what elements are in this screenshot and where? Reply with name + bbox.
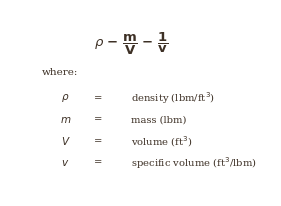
Text: $\rho\ \mathbf{-}\ \dfrac{\mathbf{m}}{\mathbf{V}}\ \mathbf{-}\ \dfrac{\mathbf{1}: $\rho\ \mathbf{-}\ \dfrac{\mathbf{m}}{\m…	[94, 31, 168, 57]
Text: =: =	[94, 93, 103, 102]
Text: $V$: $V$	[61, 135, 71, 146]
Text: where:: where:	[42, 68, 78, 77]
Text: $\rho$: $\rho$	[61, 92, 70, 104]
Text: =: =	[94, 115, 103, 124]
Text: specific volume (ft$^3$/lbm): specific volume (ft$^3$/lbm)	[131, 154, 257, 170]
Text: density (lbm/ft$^3$): density (lbm/ft$^3$)	[131, 90, 215, 105]
Text: $m$: $m$	[60, 114, 71, 124]
Text: $v$: $v$	[62, 157, 70, 167]
Text: =: =	[94, 157, 103, 166]
Text: =: =	[94, 136, 103, 145]
Text: mass (lbm): mass (lbm)	[131, 115, 187, 124]
Text: volume (ft$^3$): volume (ft$^3$)	[131, 133, 192, 148]
